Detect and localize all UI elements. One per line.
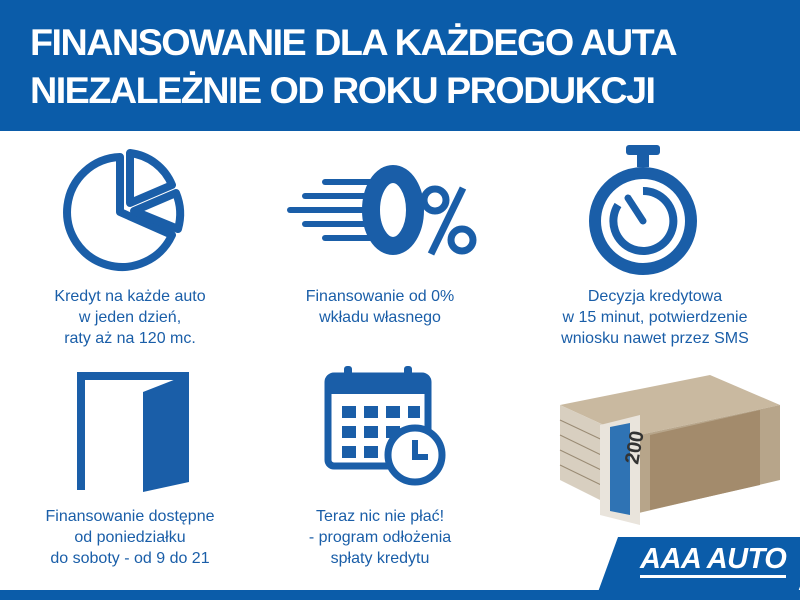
open-door-icon [77,372,189,492]
calendar-clock-icon [324,366,446,486]
feature-1-line: w jeden dzień, [78,309,182,326]
aaa-auto-logo: AAA AUTO [640,543,787,578]
feature-4-line: Finansowanie dostępne [45,508,215,525]
feature-3-line: Decyzja kredytowa [587,288,723,305]
headline-line-2: NIEZALEŻNIE OD ROKU PRODUKCJI [30,70,656,111]
footer-band [0,590,800,600]
feature-4-line: do soboty - od 9 do 21 [50,550,210,567]
feature-5-line: spłaty kredytu [330,550,430,567]
header-banner: FINANSOWANIE DLA KAŻDEGO AUTA NIEZALEŻNI… [0,0,800,131]
feature-3-line: wniosku nawet przez SMS [561,330,749,347]
feature-1-line: raty aż na 120 mc. [64,330,196,347]
feature-2-line: Finansowanie od 0% [305,288,455,305]
banknotes-image: 200 [559,375,780,525]
feature-1-line: Kredyt na każde auto [54,288,206,305]
stopwatch-icon [589,145,697,275]
feature-5-line: Teraz nic nie płać! [315,508,445,525]
feature-4-line: od poniedziałku [74,529,186,546]
feature-2-line: wkładu własnego [319,309,441,326]
headline-line-1: FINANSOWANIE DLA KAŻDEGO AUTA [30,22,678,63]
pie-chart-icon [63,149,185,271]
feature-5-line: - program odłożenia [308,529,452,546]
feature-3-line: w 15 minut, potwierdzenie [562,309,748,326]
zero-percent-icon [287,165,477,256]
